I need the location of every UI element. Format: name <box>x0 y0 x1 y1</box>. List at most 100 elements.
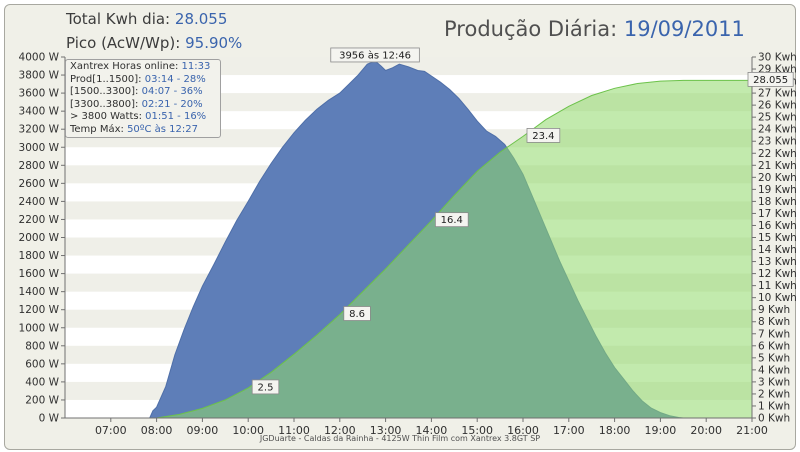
left-tick-label: 200 W <box>25 394 59 406</box>
right-tick-label: 20 Kwh <box>758 172 797 184</box>
left-tick-label: 2800 W <box>19 160 60 172</box>
left-tick-label: 800 W <box>25 340 59 352</box>
x-tick-label: 09:00 <box>187 424 219 437</box>
right-tick-label: 6 Kwh <box>758 340 790 352</box>
left-tick-label: 2600 W <box>19 178 60 190</box>
annotation-label: 28.055 <box>753 75 788 86</box>
right-tick-label: 19 Kwh <box>758 184 797 196</box>
right-tick-label: 3 Kwh <box>758 376 790 388</box>
right-tick-label: 13 Kwh <box>758 256 797 268</box>
left-tick-label: 3000 W <box>19 142 60 154</box>
footer-credit: JGDuarte - Caldas da Rainha - 4125W Thin… <box>259 434 541 443</box>
stats-legend-value: 11:33 <box>181 61 211 72</box>
left-tick-label: 2000 W <box>19 232 60 244</box>
left-tick-label: 1800 W <box>19 250 60 262</box>
x-tick-label: 17:00 <box>553 424 585 437</box>
chart-title-date: 19/09/2011 <box>623 17 745 41</box>
total-kwh-line: Total Kwh dia: 28.055 <box>66 10 227 28</box>
right-tick-label: 4 Kwh <box>758 364 790 376</box>
x-tick-label: 19:00 <box>645 424 677 437</box>
right-tick-label: 21 Kwh <box>758 160 797 172</box>
right-tick-label: 24 Kwh <box>758 124 797 136</box>
x-tick-label: 14:00 <box>416 424 448 437</box>
annotation-label: 23.4 <box>532 131 554 142</box>
x-tick-label: 18:00 <box>599 424 631 437</box>
stats-legend-label: > 3800 Watts: <box>70 111 146 123</box>
energy-kwh-area <box>156 80 753 419</box>
left-tick-label: 2400 W <box>19 196 60 208</box>
stats-legend: Xantrex Horas online: 11:33 Prod[1..1500]… <box>65 59 221 138</box>
annotation-label: 16.4 <box>441 215 463 226</box>
right-tick-label: 2 Kwh <box>758 388 790 400</box>
annotation-box <box>747 72 794 87</box>
stats-legend-row: Temp Máx: 50ºC às 12:27 <box>70 124 216 137</box>
stats-legend-value: 04:07 - 36% <box>141 86 203 98</box>
right-tick-label: 18 Kwh <box>758 196 797 208</box>
right-tick-label: 5 Kwh <box>758 352 790 364</box>
right-tick-label: 1 Kwh <box>758 400 790 412</box>
stats-legend-value: 01:51 - 16% <box>145 111 207 123</box>
right-tick-label: 30 Kwh <box>758 52 797 64</box>
x-tick-label: 13:00 <box>370 424 402 437</box>
annotation-box <box>343 306 371 321</box>
left-tick-label: 3200 W <box>19 124 60 136</box>
stats-legend-label: Xantrex Horas online: <box>70 61 182 72</box>
x-tick-label: 10:00 <box>232 424 264 437</box>
left-tick-label: 1000 W <box>19 322 60 334</box>
left-tick-label: 1400 W <box>19 286 60 298</box>
x-tick-label: 12:00 <box>324 424 356 437</box>
peak-value: 95.90% <box>185 34 243 52</box>
x-tick-label: 20:00 <box>690 424 722 437</box>
left-tick-label: 1600 W <box>19 268 60 280</box>
annotation-box <box>526 128 561 143</box>
right-tick-label: 17 Kwh <box>758 208 797 220</box>
chart-title: Produção Diária: 19/09/2011 <box>444 17 745 41</box>
right-tick-label: 9 Kwh <box>758 304 790 316</box>
stats-legend-row: Prod[1..1500]: 03:14 - 28% <box>70 74 216 87</box>
right-tick-label: 25 Kwh <box>758 112 797 124</box>
peak-label: Pico (AcW/Wp): <box>66 34 181 52</box>
right-tick-label: 8 Kwh <box>758 316 790 328</box>
left-tick-label: 400 W <box>25 376 59 388</box>
left-tick-label: 1200 W <box>19 304 60 316</box>
right-tick-label: 16 Kwh <box>758 220 797 232</box>
x-tick-label: 07:00 <box>95 424 127 437</box>
annotation-label: 8.6 <box>349 309 365 320</box>
left-tick-label: 3600 W <box>19 88 60 100</box>
stats-legend-label: Prod[1..1500]: <box>70 73 145 85</box>
right-tick-label: 0 Kwh <box>758 413 790 425</box>
stats-legend-row: > 3800 Watts: 01:51 - 16% <box>70 111 216 124</box>
right-tick-label: 7 Kwh <box>758 328 790 340</box>
right-tick-label: 11 Kwh <box>758 280 797 292</box>
total-kwh-value: 28.055 <box>174 10 228 28</box>
left-tick-label: 2200 W <box>19 214 60 226</box>
x-tick-label: 08:00 <box>141 424 173 437</box>
right-tick-label: 22 Kwh <box>758 148 797 160</box>
right-tick-label: 15 Kwh <box>758 232 797 244</box>
stats-legend-row: [3300..3800]: 02:21 - 20% <box>70 99 216 112</box>
x-tick-label: 16:00 <box>507 424 539 437</box>
right-tick-label: 10 Kwh <box>758 292 797 304</box>
right-tick-label: 26 Kwh <box>758 100 797 112</box>
stats-legend-value: 02:21 - 20% <box>141 98 203 110</box>
stats-legend-row: Xantrex Horas online: 11:33 <box>70 61 216 74</box>
left-tick-label: 3400 W <box>19 106 60 118</box>
right-tick-label: 14 Kwh <box>758 244 797 256</box>
left-tick-label: 4000 W <box>19 52 60 64</box>
right-tick-label: 23 Kwh <box>758 136 797 148</box>
stats-legend-row: [1500..3300]: 04:07 - 36% <box>70 86 216 99</box>
total-kwh-label: Total Kwh dia: <box>66 10 171 28</box>
annotation-box <box>434 212 469 228</box>
stats-legend-label: [1500..3300]: <box>70 86 142 98</box>
annotation-box <box>251 379 280 395</box>
annotation-box <box>330 47 420 63</box>
annotation-label: 2.5 <box>258 382 274 393</box>
annotation-label: 3956 às 12:46 <box>339 49 411 61</box>
x-tick-label: 11:00 <box>278 424 310 437</box>
stats-legend-value: 03:14 - 28% <box>144 73 206 85</box>
x-tick-label: 15:00 <box>461 424 493 437</box>
left-tick-label: 0 W <box>39 413 60 425</box>
x-tick-label: 21:00 <box>736 424 768 437</box>
left-tick-label: 3800 W <box>19 70 60 82</box>
